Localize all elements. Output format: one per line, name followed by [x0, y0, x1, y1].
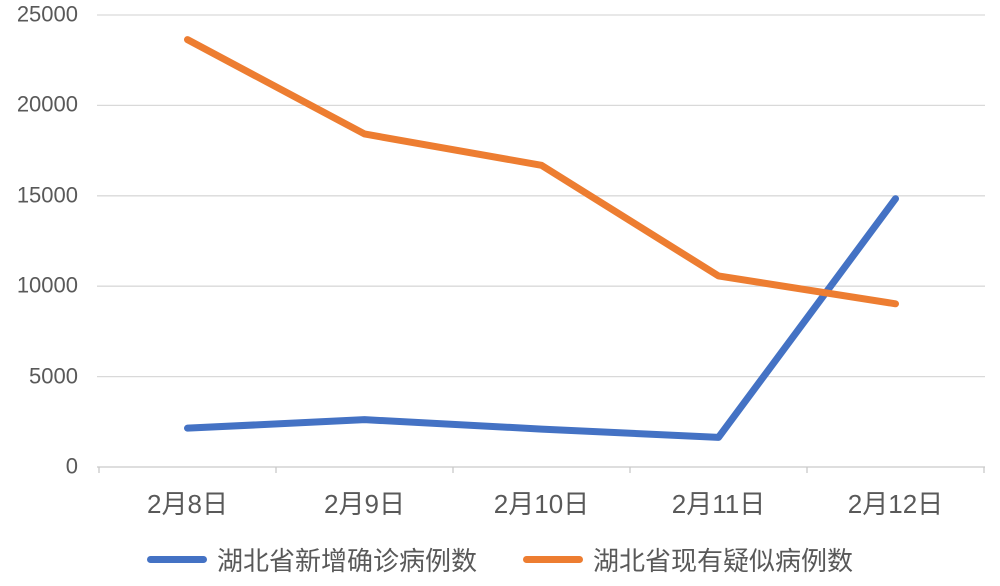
series-line-new-confirmed	[184, 195, 899, 441]
x-axis-label: 2月8日	[147, 489, 228, 519]
y-axis-label: 25000	[16, 1, 78, 27]
y-axis-label: 15000	[16, 182, 78, 208]
legend-swatch-new-confirmed	[146, 556, 207, 563]
legend-label-suspected: 湖北省现有疑似病例数	[593, 546, 854, 576]
legend-item-suspected: 湖北省现有疑似病例数	[523, 541, 853, 578]
legend: 湖北省新增确诊病例数 湖北省现有疑似病例数	[0, 541, 1000, 578]
series-line-suspected	[184, 36, 899, 308]
legend-swatch-suspected	[523, 556, 583, 563]
legend-label-new-confirmed: 湖北省新增确诊病例数	[216, 546, 477, 576]
x-axis-label: 2月10日	[493, 489, 590, 519]
legend-item-new-confirmed: 湖北省新增确诊病例数	[146, 541, 477, 578]
y-axis-label: 10000	[16, 272, 78, 298]
x-axis-label: 2月12日	[847, 489, 944, 519]
y-axis-label: 20000	[16, 91, 78, 117]
y-axis-label: 0	[65, 453, 78, 479]
x-axis-label: 2月9日	[324, 489, 405, 519]
x-axis-label: 2月11日	[671, 489, 766, 519]
y-axis-label: 5000	[29, 363, 78, 389]
